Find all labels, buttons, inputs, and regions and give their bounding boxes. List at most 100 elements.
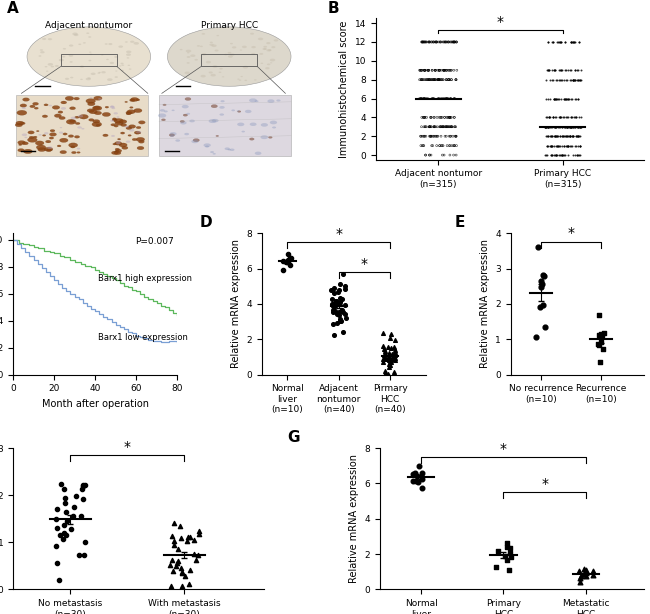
Point <box>389 350 400 360</box>
Point <box>564 122 575 131</box>
Point <box>443 75 454 85</box>
Point <box>334 308 345 317</box>
Circle shape <box>251 53 255 55</box>
Point <box>168 540 179 550</box>
Circle shape <box>121 123 127 126</box>
Point <box>552 131 563 141</box>
Circle shape <box>70 77 73 79</box>
Point <box>384 352 395 362</box>
Point <box>438 65 448 75</box>
Point <box>419 93 429 103</box>
Point <box>192 550 203 559</box>
Point <box>562 75 572 85</box>
Point <box>442 122 452 131</box>
Point <box>450 37 460 47</box>
Circle shape <box>102 112 110 117</box>
Point <box>422 65 433 75</box>
Point <box>328 305 338 314</box>
Point <box>445 112 455 122</box>
Point <box>441 75 452 85</box>
Circle shape <box>96 124 100 126</box>
Circle shape <box>115 71 118 72</box>
Point <box>573 75 583 85</box>
Point <box>553 37 564 47</box>
Circle shape <box>136 138 145 142</box>
Point <box>177 569 187 578</box>
Circle shape <box>194 59 198 61</box>
Point <box>428 75 439 85</box>
Point <box>417 65 427 75</box>
Circle shape <box>75 122 80 125</box>
Point <box>415 93 425 103</box>
Point <box>568 75 578 85</box>
Point <box>547 141 557 150</box>
Point <box>426 122 437 131</box>
Point <box>418 112 428 122</box>
Point <box>563 112 573 122</box>
Point <box>569 75 579 85</box>
Point <box>419 65 430 75</box>
Point <box>569 93 580 103</box>
Circle shape <box>130 41 135 43</box>
Point <box>502 554 512 564</box>
Point <box>545 131 556 141</box>
Circle shape <box>90 72 96 75</box>
Point <box>544 112 554 122</box>
Point <box>588 570 599 580</box>
Point <box>551 93 561 103</box>
Circle shape <box>230 53 235 56</box>
Circle shape <box>136 133 139 134</box>
Circle shape <box>115 150 119 152</box>
Point <box>71 491 81 501</box>
Circle shape <box>276 99 281 101</box>
Point <box>540 322 550 332</box>
Point <box>441 122 451 131</box>
Point <box>540 122 550 131</box>
Point <box>378 328 388 338</box>
Point <box>447 37 457 47</box>
Point <box>437 75 448 85</box>
Circle shape <box>245 110 252 113</box>
Point <box>597 344 608 354</box>
Circle shape <box>211 44 216 47</box>
Circle shape <box>216 135 218 137</box>
Point <box>575 75 586 85</box>
Point <box>566 122 577 131</box>
Point <box>383 342 393 352</box>
Point <box>283 255 294 265</box>
Circle shape <box>270 59 276 61</box>
Point <box>573 122 583 131</box>
Point <box>491 562 501 572</box>
Point <box>419 93 430 103</box>
Point <box>448 37 459 47</box>
Point <box>562 131 573 141</box>
Point <box>560 131 570 141</box>
Point <box>549 131 560 141</box>
Point <box>417 474 427 484</box>
Circle shape <box>65 78 69 80</box>
Point <box>415 93 426 103</box>
Text: G: G <box>287 430 300 445</box>
Point <box>335 293 345 303</box>
Circle shape <box>237 79 240 80</box>
Circle shape <box>111 106 114 107</box>
Point <box>424 131 435 141</box>
Point <box>437 122 448 131</box>
Point <box>569 112 579 122</box>
Point <box>543 37 554 47</box>
Point <box>555 65 566 75</box>
Point <box>419 65 430 75</box>
Circle shape <box>15 123 23 127</box>
Point <box>434 65 445 75</box>
Point <box>167 531 177 541</box>
Point <box>423 65 434 75</box>
Circle shape <box>129 129 135 131</box>
Point <box>566 37 576 47</box>
Point <box>556 37 566 47</box>
Point <box>446 37 456 47</box>
Point <box>562 141 573 150</box>
Point <box>579 564 590 574</box>
Point <box>418 141 428 150</box>
Point <box>282 257 293 266</box>
X-axis label: Month after operation: Month after operation <box>42 399 149 409</box>
